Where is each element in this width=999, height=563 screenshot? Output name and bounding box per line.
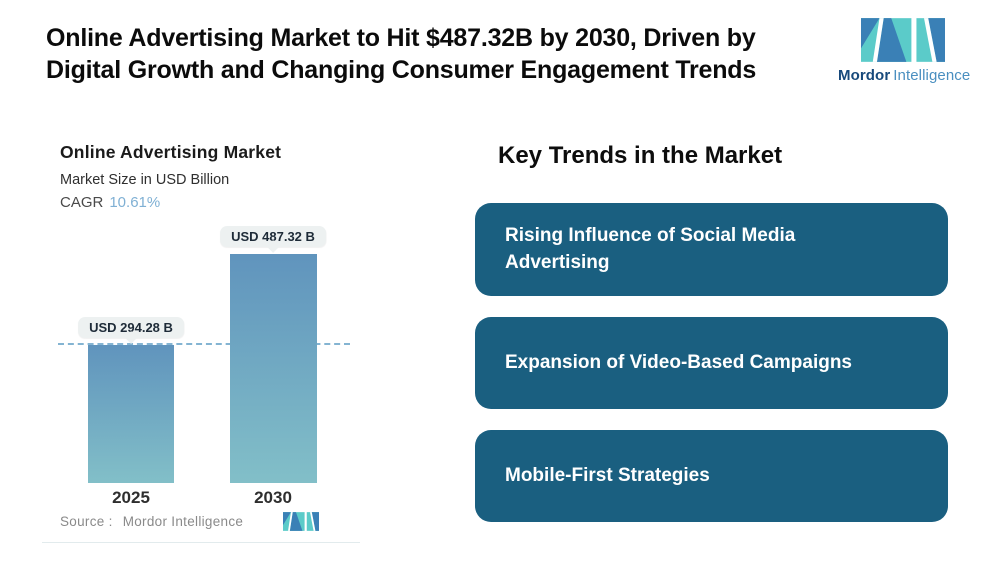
bar-plot: USD 294.28 B USD 487.32 B 2025 2030 <box>40 130 390 555</box>
trend-item-video-campaigns: Expansion of Video-Based Campaigns <box>475 317 948 409</box>
chart-subtitle: Market Size in USD Billion <box>60 172 230 188</box>
market-chart-card: Online Advertising Market Market Size in… <box>40 130 390 555</box>
mordor-intelligence-logo: Mordor Intelligence <box>838 16 971 84</box>
cagr-value: 10.61% <box>109 194 161 211</box>
reference-dashed-line <box>58 343 350 345</box>
logo-wordmark: Mordor Intelligence <box>838 67 971 84</box>
bar-value-badge-2030: USD 487.32 B <box>220 226 326 247</box>
source-label: Source : <box>60 514 113 529</box>
bar-value-badge-2025: USD 294.28 B <box>78 317 184 338</box>
mordor-intelligence-logo-mark <box>861 18 945 62</box>
chart-cagr: CAGR 10.61% <box>60 194 160 211</box>
page-title-line2: Digital Growth and Changing Consumer Eng… <box>46 56 757 84</box>
chart-title: Online Advertising Market <box>60 142 282 162</box>
trends-heading: Key Trends in the Market <box>498 142 783 169</box>
axis-label-2025: 2025 <box>112 488 150 507</box>
bar-2030 <box>230 254 317 483</box>
trend-item-label: Rising Influence of Social Media Adverti… <box>505 224 796 273</box>
bar-2025 <box>88 345 174 483</box>
page-title: Online Advertising Market to Hit $487.32… <box>46 22 756 86</box>
trend-item-social-media: Rising Influence of Social Media Adverti… <box>475 203 948 296</box>
logo-brand-light: Intelligence <box>893 67 971 84</box>
trend-item-label: Mobile-First Strategies <box>505 464 710 486</box>
axis-label-2030: 2030 <box>254 488 292 507</box>
logo-brand-bold: Mordor <box>838 67 891 84</box>
card-divider <box>42 542 360 543</box>
trend-item-label: Expansion of Video-Based Campaigns <box>505 351 853 373</box>
page-title-line1: Online Advertising Market to Hit $487.32… <box>46 24 756 52</box>
trend-item-mobile-first: Mobile-First Strategies <box>475 430 948 522</box>
source-row: Source : Mordor Intelligence <box>60 514 243 529</box>
cagr-label: CAGR <box>60 194 104 211</box>
footer-logo-mark <box>283 512 319 531</box>
source-value: Mordor Intelligence <box>122 514 244 529</box>
